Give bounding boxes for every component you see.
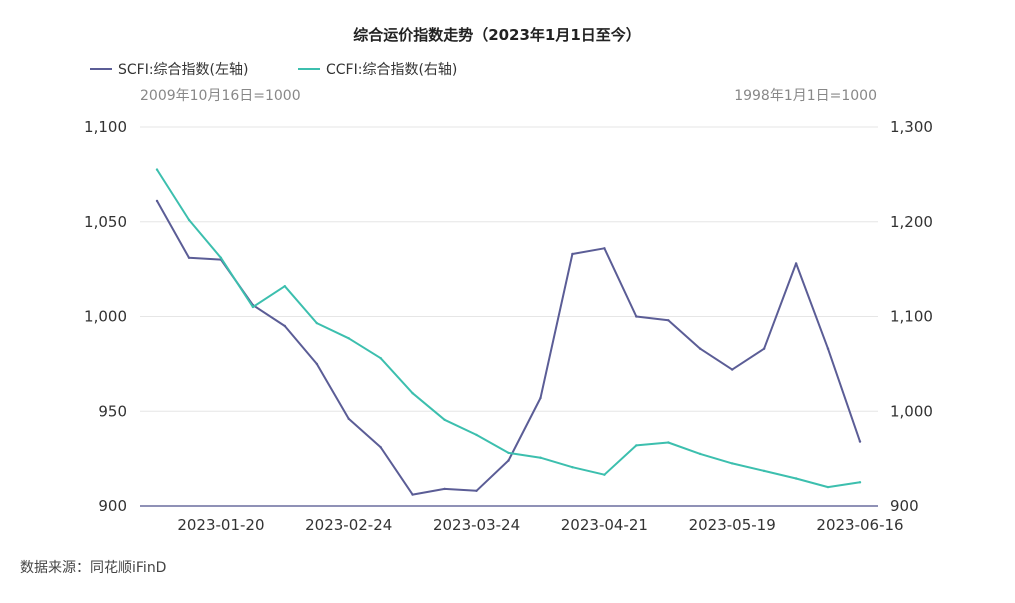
data-point [539, 456, 542, 459]
data-point [571, 252, 574, 256]
data-point [794, 477, 798, 480]
data-point [667, 319, 670, 322]
left-tick-label: 950 [98, 402, 127, 420]
left-tick-label: 1,050 [84, 213, 127, 231]
right-tick-label: 1,200 [890, 213, 933, 231]
data-point [762, 469, 766, 473]
series-line-scfi [156, 199, 861, 496]
right-tick-label: 900 [890, 497, 919, 515]
x-tick-label: 2023-06-16 [816, 516, 903, 534]
right-axis-note: 1998年1月1日=1000 [734, 88, 877, 104]
x-axis-ticks: 2023-01-20 2023-02-24 2023-03-24 2023-04-21… [177, 516, 903, 534]
right-axis-ticks: 900 1,000 1,100 1,200 1,300 [890, 118, 933, 515]
data-point [762, 347, 766, 350]
legend-label-scfi: SCFI:综合指数(左轴) [118, 62, 248, 78]
data-point [667, 441, 670, 444]
left-tick-label: 900 [98, 497, 127, 515]
data-point [826, 347, 830, 350]
data-point [411, 493, 414, 496]
data-point [794, 262, 798, 265]
data-point [379, 446, 382, 449]
data-point [187, 218, 191, 222]
data-point [826, 485, 830, 489]
data-point [475, 433, 478, 437]
x-tick-label: 2023-04-21 [561, 516, 648, 534]
x-tick-label: 2023-03-24 [433, 516, 520, 534]
data-point [603, 473, 606, 476]
data-point [635, 444, 638, 447]
data-point [731, 368, 734, 371]
data-point [219, 256, 223, 259]
data-point [155, 199, 159, 203]
data-point [699, 347, 702, 350]
data-point [539, 396, 542, 400]
data-point [251, 305, 255, 309]
data-point [411, 392, 414, 395]
grid-lines [140, 126, 878, 412]
data-point [635, 315, 638, 318]
data-point [283, 324, 286, 328]
data-point [187, 256, 191, 259]
data-point [699, 452, 702, 456]
right-tick-label: 1,300 [890, 118, 933, 136]
data-point [155, 168, 159, 171]
left-tick-label: 1,100 [84, 118, 127, 136]
data-point [858, 440, 862, 443]
x-tick-label: 2023-01-20 [177, 516, 264, 534]
data-point [379, 357, 382, 360]
chart-title: 综合运价指数走势（2023年1月1日至今） [353, 26, 641, 44]
series-line-ccfi [156, 168, 861, 489]
data-point [731, 462, 734, 465]
left-tick-label: 1,000 [84, 308, 127, 326]
data-point [507, 451, 510, 455]
data-point [507, 459, 510, 462]
left-axis-note: 2009年10月16日=1000 [140, 88, 301, 104]
data-point [315, 362, 318, 366]
data-point [858, 481, 862, 484]
right-tick-label: 1,000 [890, 402, 933, 420]
series-layer [155, 168, 862, 496]
data-point [315, 321, 318, 325]
data-point [571, 466, 574, 469]
data-point [443, 418, 446, 421]
x-tick-label: 2023-05-19 [689, 516, 776, 534]
legend-label-ccfi: CCFI:综合指数(右轴) [326, 62, 457, 78]
legend: SCFI:综合指数(左轴) CCFI:综合指数(右轴) [90, 62, 457, 78]
source-note: 数据来源：同花顺iFinD [20, 560, 166, 576]
data-point [347, 337, 350, 340]
data-point [603, 247, 606, 250]
right-tick-label: 1,100 [890, 308, 933, 326]
data-point [443, 487, 446, 491]
data-point [347, 417, 350, 420]
data-point [283, 285, 286, 288]
x-tick-label: 2023-02-24 [305, 516, 392, 534]
left-axis-ticks: 900 950 1,000 1,050 1,100 [84, 118, 127, 515]
data-point [475, 489, 478, 492]
